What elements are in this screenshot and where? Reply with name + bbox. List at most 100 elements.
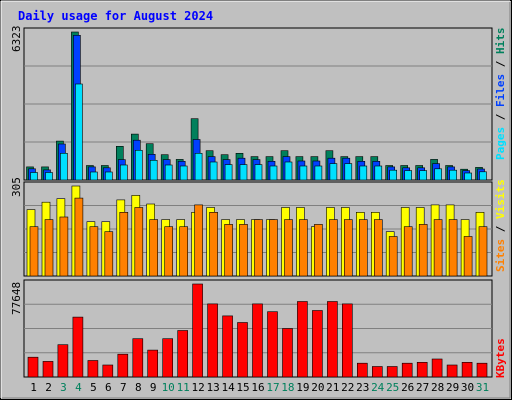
- day-label: 21: [326, 381, 339, 394]
- day-label: 1: [30, 381, 37, 394]
- legend-sites: Sites: [494, 239, 507, 272]
- bar-kbytes-day-8: [132, 338, 144, 378]
- bar-sites-day-17: [269, 219, 278, 277]
- bar-pages-day-18: [284, 161, 293, 181]
- bar-pages-day-2: [45, 172, 53, 181]
- bar-pages-day-15: [239, 164, 248, 181]
- legend-separator: /: [494, 107, 507, 127]
- day-label: 19: [296, 381, 309, 394]
- bar-pages-day-23: [359, 165, 368, 181]
- bar-pages-day-10: [164, 164, 173, 181]
- day-label: 4: [75, 381, 82, 394]
- bar-sites-day-4: [74, 197, 84, 277]
- bar-sites-day-21: [329, 219, 338, 277]
- legend-visits: Visits: [494, 179, 507, 219]
- bar-kbytes-day-4: [72, 316, 84, 378]
- bar-kbytes-day-11: [177, 330, 188, 378]
- day-label: 8: [135, 381, 142, 394]
- day-label: 2: [45, 381, 52, 394]
- bar-pages-day-25: [389, 169, 398, 181]
- bar-kbytes-day-15: [237, 322, 248, 378]
- bar-kbytes-day-23: [356, 362, 368, 378]
- day-label: 22: [341, 381, 354, 394]
- bar-pages-day-6: [105, 171, 113, 181]
- day-label: 12: [191, 381, 204, 394]
- bar-pages-day-21: [329, 163, 338, 181]
- x-axis-day-labels: 1 2 3 4 5 6 7 8 9 10 11 12 13 14 15 16 17 18 19 20 21 22 23 24 2…: [30, 381, 489, 394]
- y-max-label-kbytes: 77648: [10, 282, 23, 315]
- day-label: 10: [162, 381, 175, 394]
- bar-pages-day-14: [224, 164, 233, 181]
- legend-separator: /: [494, 219, 507, 239]
- day-label: 6: [105, 381, 112, 394]
- day-label: 11: [177, 381, 190, 394]
- legend-files: Files: [494, 74, 507, 107]
- day-label: 24: [371, 381, 385, 394]
- bar-sites-day-16: [254, 219, 263, 277]
- day-label: 18: [281, 381, 294, 394]
- bar-kbytes-day-9: [147, 349, 158, 378]
- bar-pages-day-27: [419, 170, 428, 181]
- bar-pages-day-16: [254, 164, 263, 181]
- day-label: 30: [461, 381, 474, 394]
- bar-sites-day-31: [478, 226, 488, 277]
- bar-sites-day-30: [463, 236, 473, 277]
- bar-sites-day-11: [179, 226, 188, 277]
- bar-pages-day-20: [314, 165, 323, 181]
- day-label: 13: [206, 381, 219, 394]
- bar-kbytes-day-26: [401, 362, 413, 378]
- legend-kbytes: KBytes: [494, 338, 507, 378]
- day-label: 5: [90, 381, 97, 394]
- day-label: 16: [251, 381, 264, 394]
- bar-kbytes-day-20: [312, 310, 323, 378]
- legend-hits: Hits: [494, 28, 507, 55]
- bar-kbytes-day-1: [27, 356, 39, 378]
- chart-title: Daily usage for August 2024: [18, 9, 213, 23]
- bar-sites-day-19: [299, 219, 308, 277]
- bar-kbytes-day-14: [222, 315, 233, 378]
- bar-sites-day-22: [343, 219, 353, 277]
- bar-kbytes-day-10: [162, 338, 173, 378]
- bar-sites-day-14: [224, 224, 233, 277]
- hits-files-pages-panel: [23, 27, 493, 181]
- day-label: 15: [236, 381, 249, 394]
- bar-kbytes-day-6: [102, 364, 114, 378]
- day-label: 26: [401, 381, 414, 394]
- bar-kbytes-day-21: [327, 301, 338, 378]
- bar-kbytes-day-27: [416, 361, 428, 378]
- bar-sites-day-25: [388, 236, 398, 277]
- bar-kbytes-day-25: [386, 366, 398, 378]
- bar-pages-day-4: [75, 83, 83, 181]
- bar-kbytes-day-13: [207, 303, 218, 378]
- bar-kbytes-day-17: [267, 311, 278, 378]
- bar-sites-day-9: [149, 219, 158, 277]
- day-label: 29: [446, 381, 459, 394]
- y-max-label-visits: 305: [10, 177, 23, 197]
- bar-kbytes-day-28: [431, 358, 443, 378]
- bar-pages-day-22: [344, 163, 353, 181]
- bar-sites-day-26: [403, 226, 413, 277]
- bar-sites-day-12: [194, 204, 203, 277]
- bar-pages-day-7: [120, 164, 128, 181]
- day-label: 23: [356, 381, 369, 394]
- bar-pages-day-5: [90, 171, 98, 181]
- y-max-label-hits: 6323: [10, 26, 23, 53]
- bar-kbytes-day-22: [341, 303, 353, 378]
- bar-pages-day-8: [135, 150, 143, 181]
- day-label: 20: [311, 381, 324, 394]
- bar-sites-day-27: [418, 224, 428, 277]
- day-label: 9: [150, 381, 157, 394]
- legend-pages: Pages: [494, 127, 507, 160]
- visits-sites-panel: [23, 181, 493, 277]
- bar-kbytes-day-24: [371, 366, 383, 378]
- bar-kbytes-day-12: [192, 283, 203, 378]
- bar-sites-day-2: [44, 219, 54, 277]
- bar-kbytes-day-5: [87, 360, 99, 378]
- bar-pages-day-30: [464, 172, 472, 181]
- day-label: 3: [60, 381, 67, 394]
- bar-kbytes-day-31: [476, 362, 488, 378]
- bar-kbytes-day-2: [42, 361, 54, 378]
- day-label: 17: [266, 381, 279, 394]
- bar-pages-day-19: [299, 165, 308, 181]
